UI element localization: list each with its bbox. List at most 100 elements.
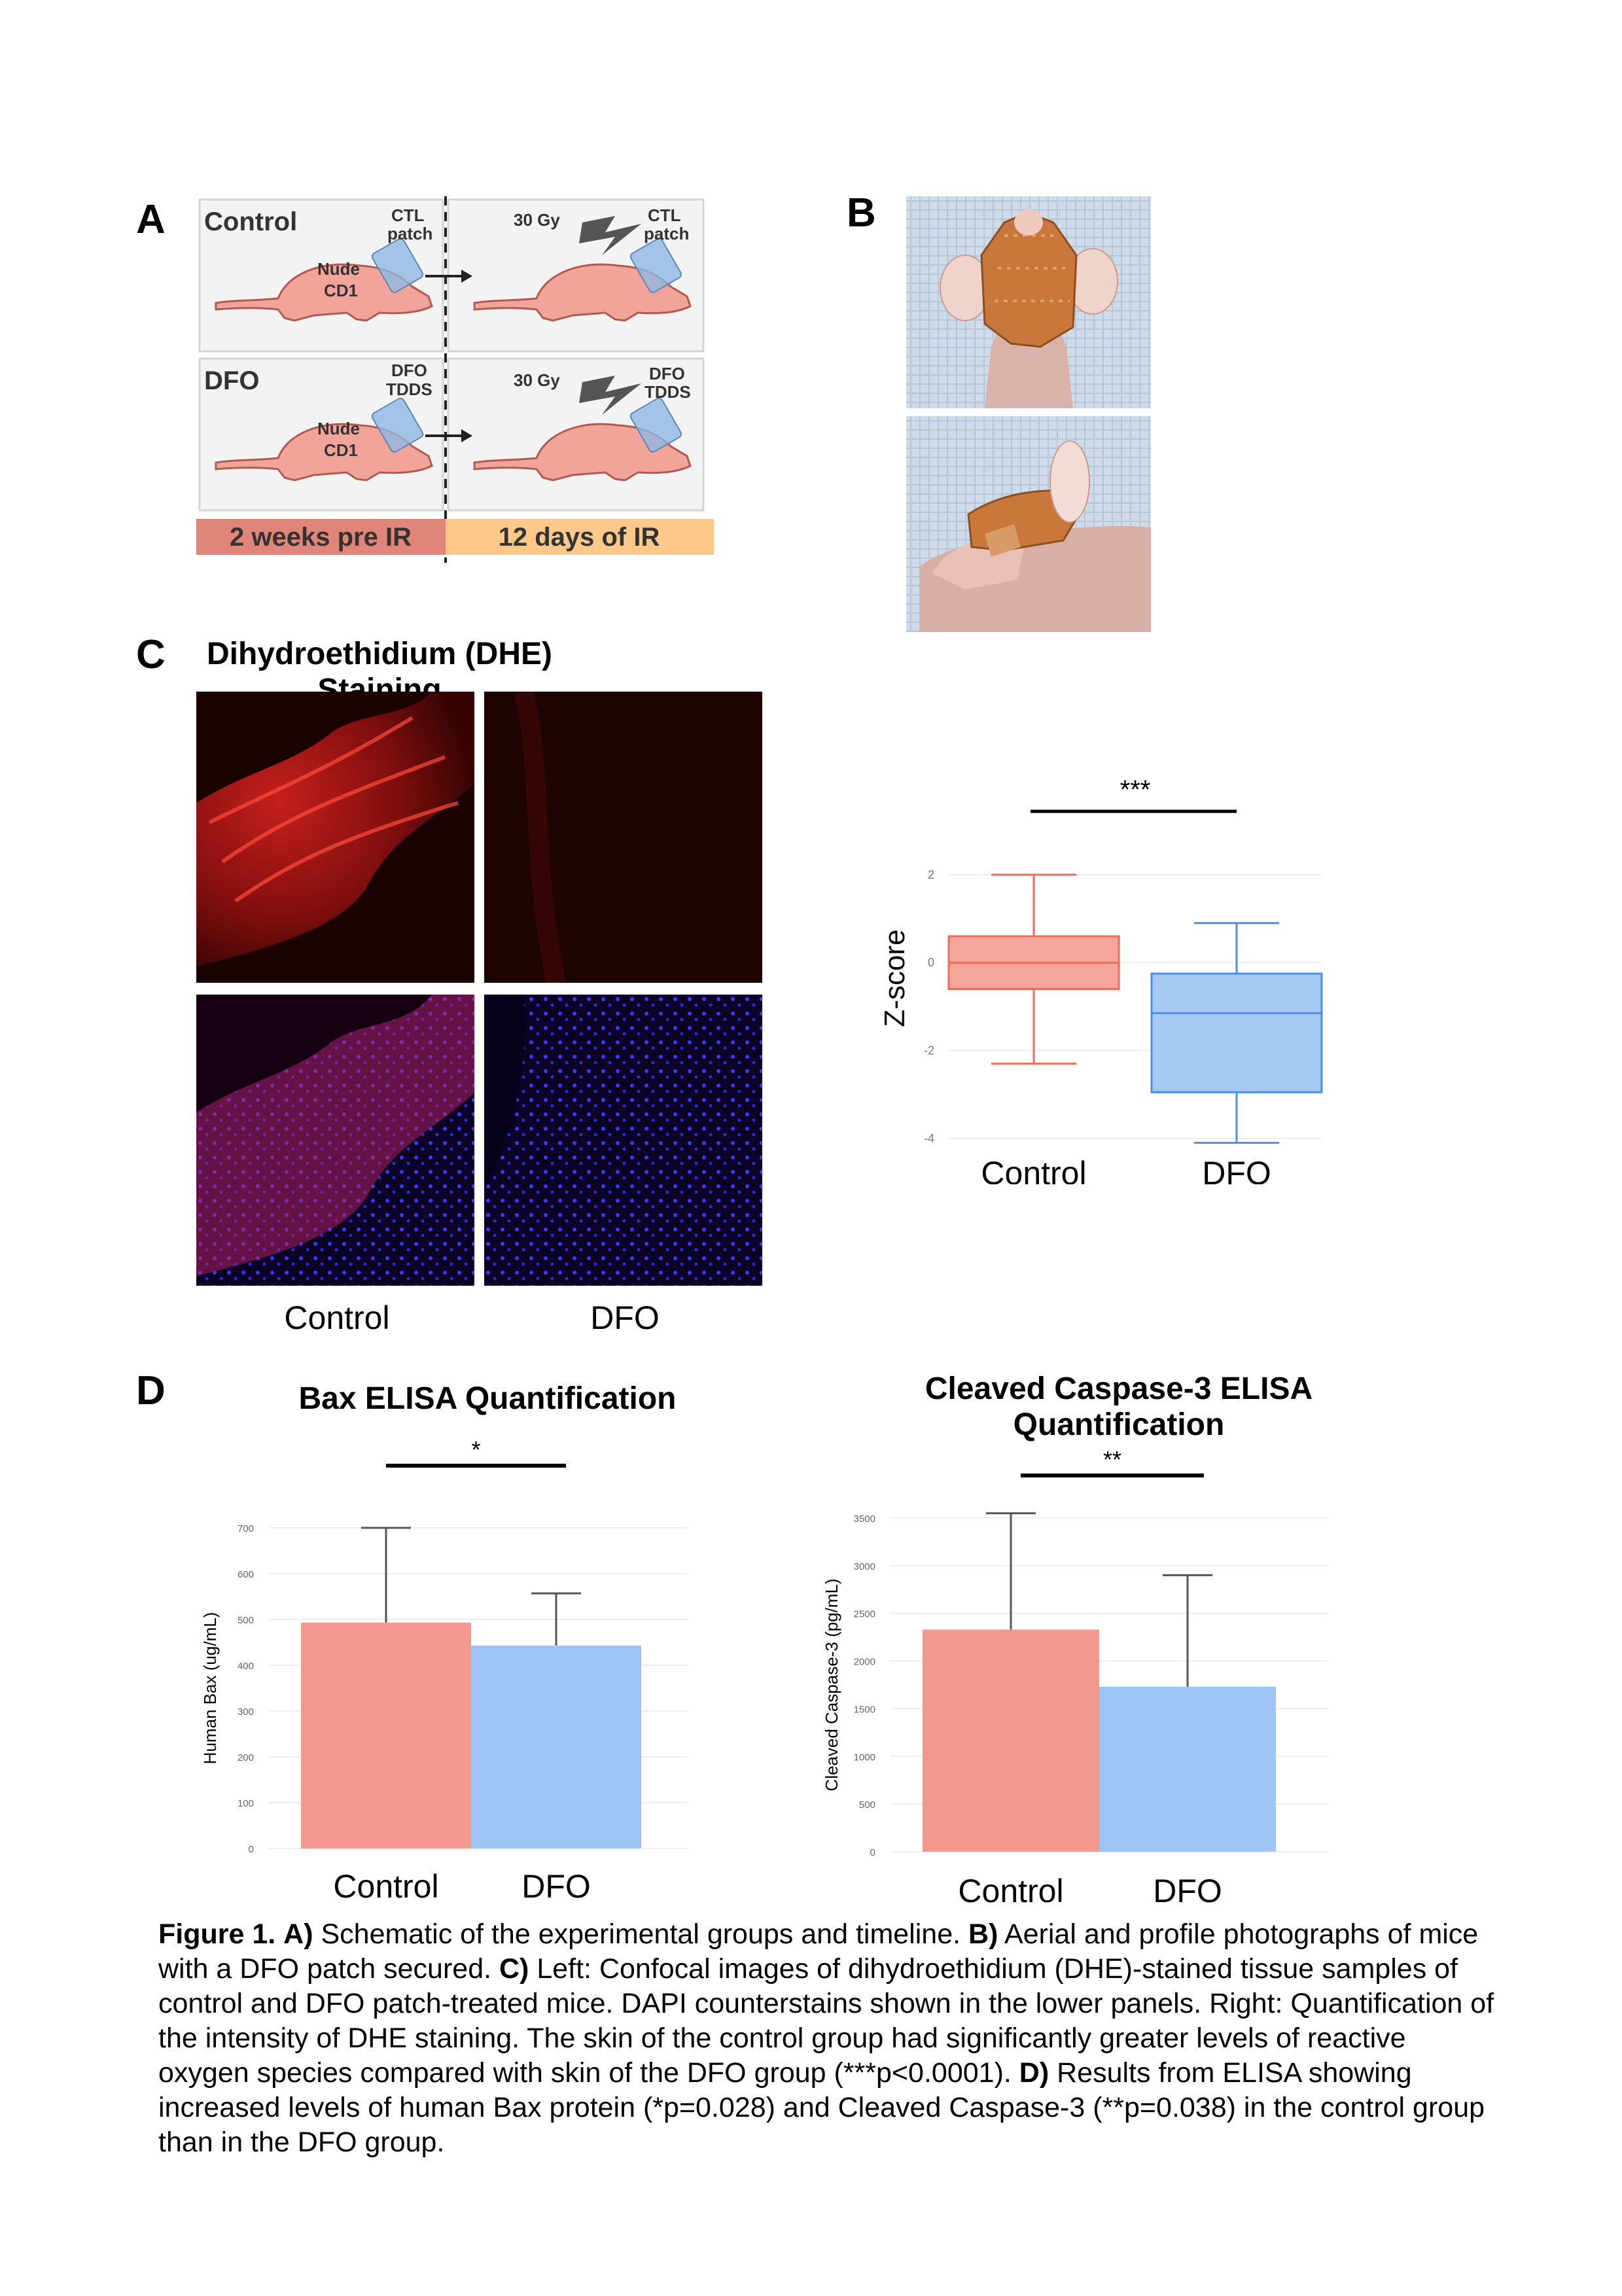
ctl-patch-icon-2 (629, 238, 682, 293)
cd1-text-2: CD1 (324, 440, 358, 460)
y-tick-label: 500 (859, 1799, 875, 1810)
casp-title-line1: Cleaved Caspase-3 ELISA (925, 1371, 1313, 1406)
panel-letter-c: C (136, 632, 166, 677)
category-label: Control (981, 1155, 1086, 1184)
arrow-right-icon-2 (461, 429, 472, 442)
boxplot-ticks: 2 0 -2 -4 (924, 868, 934, 1145)
radiation-bolt-icon (579, 216, 641, 255)
caption-b-text: Aerial and profile photographs of mice w… (158, 1918, 1479, 1985)
category-label: DFO (1153, 1873, 1222, 1907)
bax-bar-chart: * 0 100 200 300 400 500 600 700 Human Bax (ug/mL)… (200, 1439, 687, 1905)
casp-title-line2: Quantification (1013, 1407, 1225, 1442)
significance-stars: ** (1103, 1446, 1121, 1473)
dfo-tdds-text: DFO (391, 361, 427, 380)
boxplot-boxes (947, 874, 1323, 1144)
y-tick-label: 400 (238, 1661, 254, 1672)
caption-c-text: Left: Confocal images of dihydroethidium… (158, 1953, 1494, 2089)
category-label: DFO (521, 1868, 591, 1905)
y-tick-label: 700 (238, 1523, 254, 1534)
dhe-title: Dihydroethidium (DHE) Staining (207, 637, 552, 707)
caption-a-label: A) (283, 1918, 313, 1950)
image-label-control: Control (284, 1299, 390, 1336)
control-label: Control (204, 207, 297, 236)
y-tick-label: -2 (924, 1044, 934, 1057)
caption-c-label: C) (499, 1953, 529, 1985)
y-tick-label: 1500 (854, 1704, 875, 1715)
zscore-boxplot: *** Z-score 2 0 -2 -4 Control DFO (879, 775, 1323, 1184)
caption-d-text: Results from ELISA showing increased lev… (158, 2057, 1485, 2158)
mouse-aerial-photo (906, 196, 1151, 408)
dfo-label: DFO (204, 366, 259, 395)
experiment-schematic: Control DFO Nude CD1 Nude CD1 CTL patch … (196, 196, 714, 563)
tdds-text: TDDS (386, 380, 432, 399)
caption-d-label: D) (1019, 2057, 1049, 2089)
box-dfo (1150, 922, 1323, 1144)
dose-text: 30 Gy (514, 210, 560, 230)
pre-ir-bar (196, 519, 446, 555)
z-score-axis-label: Z-score (879, 929, 911, 1027)
dapi-dfo-image (484, 995, 762, 1286)
y-tick-label: 0 (928, 956, 934, 969)
y-tick-label: 2000 (854, 1657, 875, 1668)
ir-bar (446, 519, 714, 555)
boxplot-category-labels: Control DFO (981, 1155, 1271, 1184)
caption-fig-label: Figure 1. (158, 1918, 276, 1950)
ctl-patch-icon (371, 238, 424, 293)
caspase-bar-chart: ** 0 500 1000 1500 2000 2500 3000 3500 Cleaved Ca… (822, 1446, 1328, 1907)
y-tick-label: 200 (238, 1752, 254, 1763)
y-tick-label: 300 (238, 1706, 254, 1718)
dhe-dfo-image (484, 692, 762, 983)
tdds-text-2: TDDS (644, 382, 691, 402)
ir-label: 12 days of IR (499, 523, 660, 552)
mouse-profile-photo (906, 416, 1151, 632)
y-tick-label: 2 (928, 868, 934, 881)
figure-caption: Figure 1. A) Schematic of the experiment… (158, 1917, 1500, 2160)
category-label: Control (333, 1868, 438, 1905)
y-axis-label: Cleaved Caspase-3 (pg/mL) (822, 1578, 841, 1791)
dfo-tdds-text-2: DFO (649, 364, 685, 383)
category-label: Control (958, 1873, 1063, 1907)
y-tick-label: 0 (249, 1844, 254, 1855)
significance-stars: * (471, 1439, 480, 1463)
y-tick-label: 100 (238, 1798, 254, 1809)
pre-ir-label: 2 weeks pre IR (230, 523, 412, 552)
cd1-text: CD1 (324, 281, 358, 300)
dfo-patch-icon (371, 397, 424, 453)
radiation-bolt-icon-2 (579, 376, 641, 415)
patch-text-2: patch (644, 224, 689, 243)
box-iqr (1150, 972, 1323, 1093)
y-tick-label: 1000 (854, 1752, 875, 1763)
y-tick-label: 3500 (854, 1513, 875, 1525)
dapi-control-image (196, 995, 474, 1286)
image-label-dfo: DFO (590, 1299, 660, 1336)
bax-title: Bax ELISA Quantification (298, 1381, 677, 1416)
arrow-right-icon (461, 270, 472, 283)
caption-a-text: Schematic of the experimental groups and… (313, 1918, 969, 1950)
y-tick-label: -4 (924, 1132, 934, 1145)
dfo-patch-icon-2 (629, 397, 682, 453)
bar-dfo (471, 1645, 641, 1848)
bar-dfo (1099, 1686, 1276, 1852)
bar-control (301, 1622, 471, 1848)
y-tick-label: 0 (870, 1847, 875, 1858)
category-label: DFO (1202, 1155, 1271, 1184)
ctl-text: CTL (391, 205, 425, 225)
patch-text: patch (387, 224, 432, 243)
ctl-text-2: CTL (648, 205, 681, 225)
panel-letter-d: D (136, 1368, 166, 1413)
significance-stars: *** (1120, 775, 1151, 804)
y-tick-label: 500 (238, 1615, 254, 1626)
y-tick-label: 2500 (854, 1609, 875, 1620)
dhe-control-image (196, 692, 474, 983)
y-axis-label: Human Bax (ug/mL) (200, 1612, 220, 1765)
nude-text-2: Nude (317, 419, 360, 438)
bar-control (923, 1629, 1099, 1852)
nude-text: Nude (317, 259, 360, 279)
y-tick-label: 600 (238, 1569, 254, 1580)
box-control (947, 874, 1120, 1065)
panel-letter-b: B (847, 190, 876, 236)
panel-letter-a: A (136, 197, 166, 242)
caption-b-label: B) (968, 1918, 998, 1950)
y-tick-label: 3000 (854, 1561, 875, 1572)
dose-text-2: 30 Gy (514, 370, 560, 390)
